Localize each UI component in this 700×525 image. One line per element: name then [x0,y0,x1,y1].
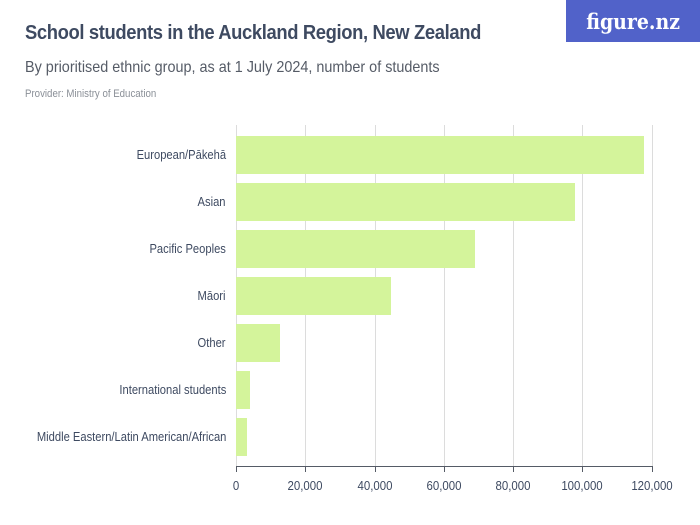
figure-nz-logo[interactable]: figure.nz [566,0,700,42]
bar-3[interactable] [236,277,391,315]
x-tick [374,466,376,472]
x-tick-label: 60,000 [426,478,462,493]
category-label: Māori [198,288,226,303]
bar-0[interactable] [236,136,645,174]
gridline [443,125,445,466]
gridline [582,125,584,466]
x-tick [513,466,515,472]
x-tick-label: 40,000 [357,478,393,493]
x-tick-label: 120,000 [631,478,673,493]
category-label: Pacific Peoples [149,241,226,256]
x-tick [651,466,653,472]
x-tick [236,466,237,472]
gridline [513,125,515,466]
x-tick-label: 0 [232,478,240,493]
x-tick [443,466,445,472]
bar-5[interactable] [236,371,250,409]
bar-2[interactable] [236,230,476,268]
x-tick-label: 100,000 [561,478,604,493]
category-label: Middle Eastern/Latin American/African [36,429,226,444]
gridline [651,125,653,466]
x-tick [305,466,307,472]
bar-1[interactable] [236,183,576,221]
category-label: Asian [198,194,226,209]
category-label: International students [119,382,226,397]
chart-title: School students in the Auckland Region, … [25,22,481,44]
category-label: European/Pākehā [136,147,226,162]
provider-text: Provider: Ministry of Education [25,88,157,100]
category-label: Other [198,335,226,350]
logo-text: figure.nz [586,8,681,34]
x-tick-label: 20,000 [287,478,323,493]
bar-4[interactable] [236,324,280,362]
chart-subtitle: By prioritised ethnic group, as at 1 Jul… [25,59,440,76]
x-tick [582,466,584,472]
bar-6[interactable] [236,418,248,456]
x-tick-label: 80,000 [495,478,531,493]
